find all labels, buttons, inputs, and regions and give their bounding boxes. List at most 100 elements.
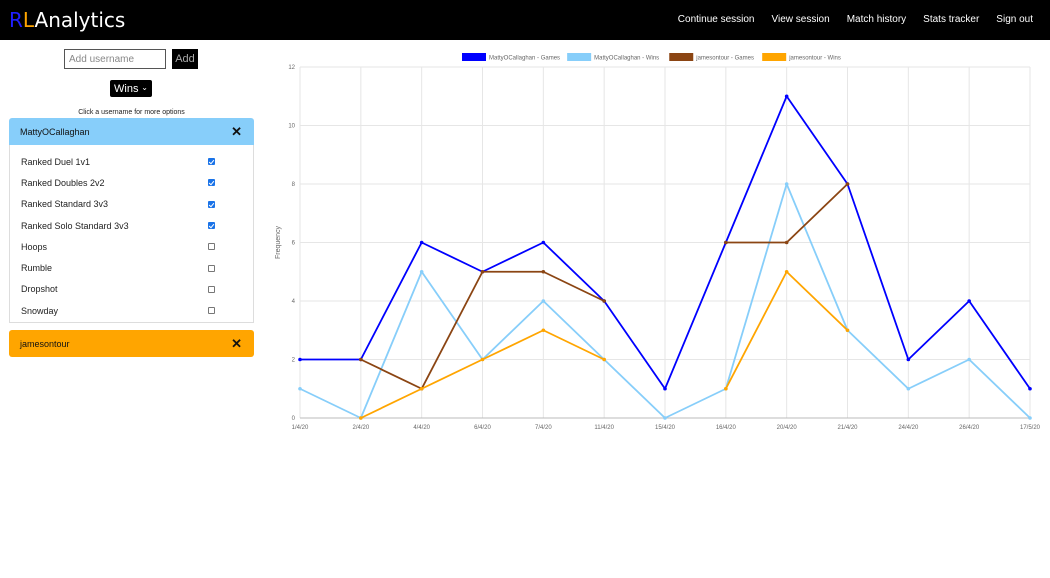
chevron-down-icon: ⌄ (141, 83, 148, 92)
playlist-checkbox[interactable] (208, 307, 215, 315)
data-point-2 (602, 299, 606, 303)
data-point-0 (419, 240, 424, 245)
playlist-option[interactable]: Ranked Doubles 2v2 (10, 172, 253, 193)
x-tick-label: 21/4/20 (837, 425, 858, 431)
y-tick-label: 8 (292, 182, 296, 188)
username-label: jamesontour (20, 338, 70, 349)
nav-continue-session[interactable]: Continue session (677, 14, 755, 25)
brand-text: Analytics (34, 8, 126, 32)
metric-select-value: Wins (114, 82, 139, 95)
playlist-option[interactable]: Rumble (10, 257, 253, 278)
playlist-checkbox[interactable] (208, 200, 215, 208)
data-point-2 (845, 182, 850, 186)
data-point-2 (541, 269, 546, 274)
nav-sign-out[interactable]: Sign out (996, 14, 1033, 25)
data-point-0 (784, 94, 789, 99)
x-tick-label: 6/4/20 (474, 425, 491, 431)
close-icon[interactable]: ✕ (231, 335, 242, 351)
legend-swatch (462, 53, 486, 61)
data-point-1 (663, 416, 667, 420)
playlist-option[interactable]: Snowday (10, 300, 253, 321)
x-tick-label: 15/4/20 (655, 425, 676, 431)
y-tick-label: 6 (292, 241, 296, 247)
playlist-checkbox[interactable] (208, 264, 215, 272)
legend-label: MattyOCallaghan - Wins (594, 56, 659, 62)
playlist-option[interactable]: Ranked Duel 1v1 (10, 151, 253, 172)
x-tick-label: 26/4/20 (959, 425, 980, 431)
y-axis-label: Frequency (275, 225, 282, 259)
playlist-label: Ranked Solo Standard 3v3 (21, 220, 129, 231)
data-point-0 (298, 357, 302, 362)
playlist-label: Snowday (21, 305, 59, 316)
data-point-1 (967, 357, 971, 362)
data-point-0 (906, 357, 911, 362)
data-point-3 (784, 269, 789, 274)
data-point-2 (724, 240, 728, 245)
data-point-0 (1028, 386, 1032, 391)
user-header[interactable]: MattyOCallaghan ✕ (9, 118, 254, 145)
legend-swatch (567, 53, 592, 61)
x-tick-label: 11/4/20 (594, 425, 614, 431)
data-point-3 (845, 328, 850, 333)
nav-match-history[interactable]: Match history (846, 14, 907, 25)
legend-label: jamesontour - Games (695, 56, 754, 62)
y-tick-label: 0 (292, 416, 296, 422)
legend-label: MattyOCallaghan - Games (489, 56, 560, 62)
data-point-2 (359, 357, 363, 362)
close-icon[interactable]: ✕ (231, 123, 242, 139)
data-point-1 (541, 299, 546, 303)
playlist-option[interactable]: Ranked Standard 3v3 (10, 194, 253, 215)
data-point-0 (967, 299, 971, 303)
playlist-checkbox[interactable] (208, 158, 215, 166)
nav-stats-tracker[interactable]: Stats tracker (923, 14, 980, 25)
brand-letter-r: R (9, 8, 23, 32)
playlist-label: Dropshot (21, 284, 58, 295)
data-point-1 (298, 386, 302, 391)
username-label: MattyOCallaghan (20, 126, 90, 137)
data-point-3 (724, 386, 728, 391)
x-tick-label: 24/4/20 (898, 425, 919, 431)
playlist-label: Ranked Doubles 2v2 (21, 177, 105, 188)
x-tick-label: 17/5/20 (1020, 425, 1041, 431)
data-point-3 (419, 386, 424, 391)
playlist-option[interactable]: Dropshot (10, 279, 253, 300)
add-user-row: Add (64, 49, 198, 69)
user-panel-jamesontour: jamesontour ✕ (9, 330, 254, 357)
playlist-checkbox[interactable] (208, 285, 215, 293)
legend-label: jamesontour - Wins (788, 56, 841, 62)
playlist-label: Hoops (21, 241, 48, 252)
top-navbar: RLAnalytics Continue session View sessio… (0, 0, 1050, 40)
playlist-option[interactable]: Ranked Solo Standard 3v3 (10, 215, 253, 236)
data-point-1 (906, 386, 911, 391)
line-chart: 0 2 4 6 8 10 12 1/4/20 2/4/20 4/4/20 6/4/20 7/4/20 1… (275, 53, 1041, 431)
data-point-0 (541, 240, 546, 245)
add-user-button[interactable]: Add (172, 49, 198, 69)
hint-text: Click a username for more options (78, 109, 185, 116)
playlist-label: Ranked Duel 1v1 (21, 156, 91, 167)
x-tick-label: 4/4/20 (413, 425, 430, 431)
playlist-checkbox[interactable] (208, 243, 215, 251)
username-input[interactable] (64, 49, 166, 69)
data-point-2 (480, 269, 485, 274)
metric-select[interactable]: Wins ⌄ (110, 80, 152, 97)
playlist-label: Rumble (21, 263, 53, 274)
brand-logo[interactable]: RLAnalytics (9, 8, 125, 32)
data-point-3 (602, 357, 606, 362)
user-panel-mattyocallaghan: MattyOCallaghan ✕ Ranked Duel 1v1 Ranked… (9, 118, 254, 324)
y-tick-label: 10 (288, 124, 295, 130)
data-point-2 (784, 240, 789, 245)
playlist-options: Ranked Duel 1v1 Ranked Doubles 2v2 Ranke… (9, 145, 254, 324)
y-tick-label: 4 (292, 299, 296, 305)
nav-view-session[interactable]: View session (771, 14, 830, 25)
playlist-option[interactable]: Hoops (10, 236, 253, 257)
legend-swatch (762, 53, 787, 61)
y-tick-label: 2 (292, 358, 296, 364)
x-tick-label: 7/4/20 (535, 425, 552, 431)
nav-links: Continue session View session Match hist… (661, 14, 1033, 25)
data-point-1 (419, 269, 424, 274)
y-tick-label: 12 (288, 65, 295, 71)
playlist-checkbox[interactable] (208, 222, 215, 230)
playlist-checkbox[interactable] (208, 179, 215, 187)
data-point-3 (541, 328, 546, 333)
user-header[interactable]: jamesontour ✕ (9, 330, 254, 357)
